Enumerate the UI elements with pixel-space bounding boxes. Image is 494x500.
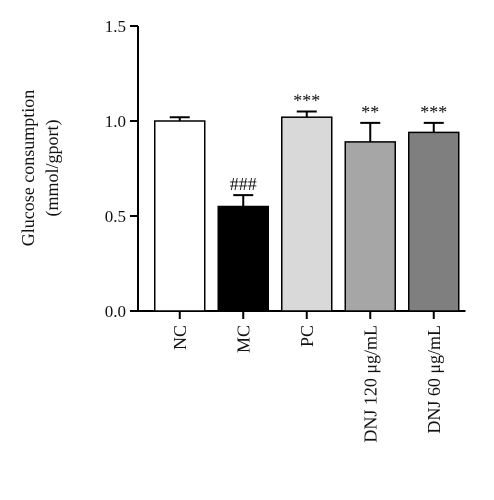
significance-label: ### — [230, 174, 257, 194]
x-tick-label: MC — [233, 325, 253, 353]
bar — [217, 205, 269, 312]
x-tick-label: DNJ 60 μg/mL — [424, 325, 444, 434]
significance-label: *** — [420, 102, 447, 122]
bar — [408, 131, 460, 312]
y-axis-title: Glucose consumption (mmol/gport) — [18, 90, 63, 246]
y-axis-title-line1: Glucose consumption — [18, 90, 38, 246]
bar — [281, 116, 333, 312]
x-tick-label: PC — [297, 325, 317, 347]
y-tick-label: 1.0 — [105, 112, 126, 131]
significance-label: ** — [361, 102, 379, 122]
chart-marks: 0.0 0.5 1.0 1.5 NC MC ### PC *** DNJ 120 μg/mL ** D… — [105, 17, 466, 443]
x-tick-label: NC — [170, 325, 190, 350]
y-axis-title-line2: (mmol/gport) — [42, 120, 63, 217]
x-tick-label: DNJ 120 μg/mL — [360, 325, 380, 443]
y-tick-label: 0.5 — [105, 207, 126, 226]
y-tick-label: 1.5 — [105, 17, 126, 36]
bar — [344, 141, 396, 312]
bar — [154, 120, 206, 312]
y-tick-label: 0.0 — [105, 302, 126, 321]
significance-label: *** — [293, 91, 320, 111]
